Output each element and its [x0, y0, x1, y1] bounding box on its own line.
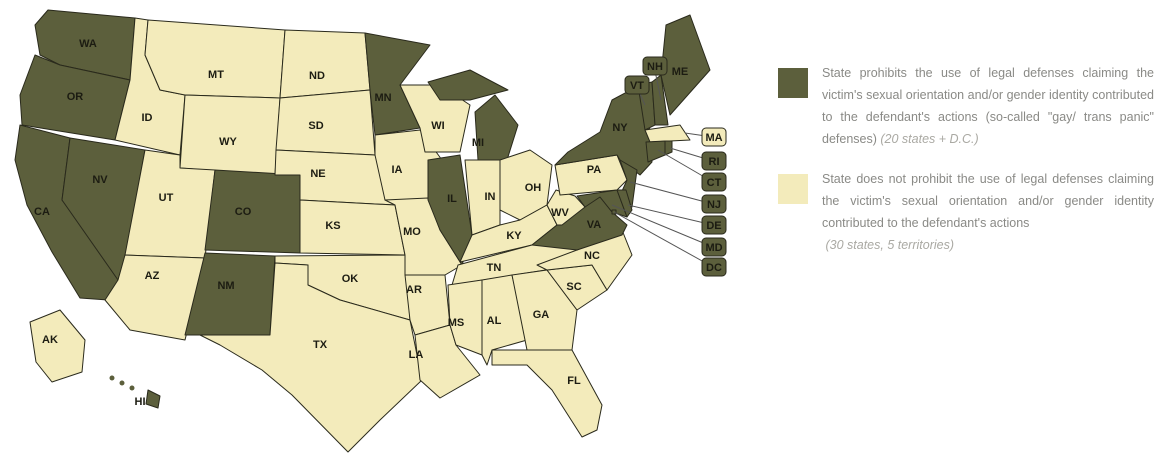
- state-label-ks: KS: [325, 220, 340, 232]
- state-label-wy: WY: [219, 136, 237, 148]
- callout-line-nj: [629, 181, 714, 205]
- callout-box-vt: [624, 75, 650, 95]
- state-mi[interactable]: [427, 69, 509, 101]
- state-label-mn: MN: [374, 92, 391, 104]
- legend-swatch-does-not-prohibit: [778, 174, 808, 204]
- state-ri[interactable]: [664, 140, 673, 156]
- callout-line-dc: [613, 211, 714, 268]
- legend-item-prohibits: State prohibits the use of legal defense…: [778, 62, 1154, 150]
- legend-note-prohibits: (20 states + D.C.): [880, 132, 979, 146]
- state-ct[interactable]: [645, 140, 666, 163]
- legend-note-does-not-prohibit: (30 states, 5 territories): [825, 238, 954, 252]
- state-label-oh: OH: [525, 182, 542, 194]
- legend-item-does-not-prohibit: State does not prohibit the use of legal…: [778, 168, 1154, 256]
- state-label-sd: SD: [308, 120, 323, 132]
- callout-label-de: DE: [706, 220, 721, 232]
- callout-label-nh: NH: [647, 61, 663, 73]
- state-label-fl: FL: [567, 375, 581, 387]
- state-ak[interactable]: [29, 309, 86, 383]
- state-label-la: LA: [409, 349, 424, 361]
- state-label-tn: TN: [487, 262, 502, 274]
- state-ma[interactable]: [644, 124, 691, 143]
- state-label-ga: GA: [533, 309, 550, 321]
- state-label-tx: TX: [313, 339, 328, 351]
- callout-line-de: [627, 204, 714, 226]
- state-label-wi: WI: [431, 120, 444, 132]
- hawaii-island: [109, 375, 115, 381]
- state-label-ok: OK: [342, 273, 359, 285]
- state-mt[interactable]: [144, 19, 286, 99]
- callout-label-ct: CT: [707, 177, 722, 189]
- callout-box-ma: [701, 127, 727, 147]
- state-label-ms: MS: [448, 317, 465, 329]
- state-hi[interactable]: [145, 389, 161, 409]
- callout-line-md: [611, 204, 714, 248]
- state-label-ne: NE: [310, 168, 325, 180]
- callout-box-dc: [701, 257, 727, 277]
- state-label-ny: NY: [612, 122, 628, 134]
- hawaii-island: [119, 380, 125, 386]
- state-label-pa: PA: [587, 164, 602, 176]
- hawaii-island: [129, 385, 135, 391]
- state-label-sc: SC: [566, 281, 581, 293]
- callout-label-md: MD: [705, 242, 722, 254]
- callout-label-ri: RI: [709, 156, 720, 168]
- state-label-wa: WA: [79, 38, 97, 50]
- state-label-wv: WV: [551, 207, 569, 219]
- state-label-ky: KY: [506, 230, 522, 242]
- callout-box-md: [701, 237, 727, 257]
- state-label-va: VA: [587, 219, 602, 231]
- state-sd[interactable]: [275, 89, 376, 156]
- state-label-hi: HI: [135, 396, 146, 408]
- state-fl[interactable]: [491, 349, 603, 438]
- state-ga[interactable]: [511, 269, 578, 351]
- callout-box-nj: [701, 194, 727, 214]
- callout-label-vt: VT: [630, 80, 644, 92]
- state-me[interactable]: [660, 14, 711, 116]
- state-mi[interactable]: [474, 94, 519, 161]
- state-label-il: IL: [447, 193, 457, 205]
- state-label-mi: MI: [472, 137, 484, 149]
- state-label-nc: NC: [584, 250, 600, 262]
- state-label-mt: MT: [208, 69, 224, 81]
- legend-swatch-prohibits: [778, 68, 808, 98]
- state-nh[interactable]: [651, 74, 669, 126]
- state-label-mo: MO: [403, 226, 421, 238]
- legend-text-does-not-prohibit: State does not prohibit the use of legal…: [822, 172, 1154, 230]
- state-ny[interactable]: [554, 84, 653, 176]
- state-label-az: AZ: [145, 270, 160, 282]
- state-label-me: ME: [672, 66, 689, 78]
- state-ms[interactable]: [447, 279, 483, 356]
- state-label-co: CO: [235, 206, 252, 218]
- state-tx[interactable]: [199, 262, 423, 453]
- callout-label-nj: NJ: [707, 199, 721, 211]
- state-de[interactable]: [616, 189, 633, 218]
- legend-text-prohibits: State prohibits the use of legal defense…: [822, 66, 1154, 146]
- state-label-ia: IA: [392, 164, 403, 176]
- state-ks[interactable]: [299, 199, 406, 256]
- callout-label-ma: MA: [705, 132, 722, 144]
- state-label-nd: ND: [309, 70, 325, 82]
- state-label-or: OR: [67, 91, 84, 103]
- state-label-id: ID: [142, 112, 153, 124]
- state-label-nv: NV: [92, 174, 108, 186]
- callout-box-ri: [701, 151, 727, 171]
- state-nd[interactable]: [279, 29, 371, 99]
- callout-label-dc: DC: [706, 262, 722, 274]
- state-label-ak: AK: [42, 334, 58, 346]
- state-label-ca: CA: [34, 206, 50, 218]
- callout-box-nh: [642, 56, 668, 76]
- state-label-nm: NM: [217, 280, 234, 292]
- callout-box-de: [701, 215, 727, 235]
- state-label-al: AL: [487, 315, 502, 327]
- state-label-in: IN: [485, 191, 496, 203]
- state-label-ar: AR: [406, 284, 422, 296]
- callout-box-ct: [701, 172, 727, 192]
- us-map: WA OR CA NV ID MT WY UT AZ CO NM ND SD NE KS OK TX MN IA MO…: [14, 9, 727, 453]
- state-co[interactable]: [204, 169, 301, 254]
- state-label-ut: UT: [159, 192, 174, 204]
